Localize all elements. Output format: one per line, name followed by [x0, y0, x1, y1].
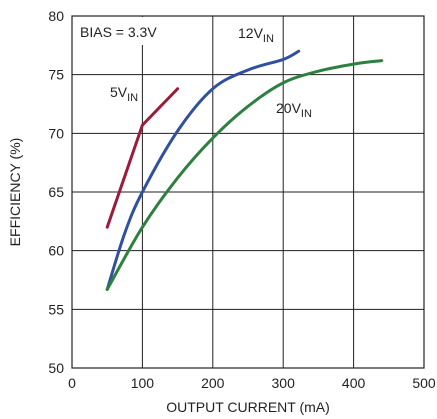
- x-tick-label: 500: [412, 375, 436, 391]
- y-tick-label: 80: [48, 8, 64, 24]
- x-tick-label: 0: [68, 375, 76, 391]
- x-tick-label: 200: [201, 375, 225, 391]
- plot-frame: [71, 15, 425, 369]
- y-tick-label: 65: [48, 184, 64, 200]
- grid-layer: [72, 16, 424, 368]
- x-tick-label: 100: [131, 375, 155, 391]
- y-tick-label: 70: [48, 125, 64, 141]
- annotation-layer: BIAS = 3.3V 5VIN 12VIN 20VIN: [73, 17, 312, 120]
- y-tick-label: 50: [48, 360, 64, 376]
- series-label-12v: 12VIN: [238, 25, 274, 45]
- series-line-5v: [105, 87, 180, 229]
- series-layer: [105, 49, 384, 291]
- y-tick-label: 60: [48, 243, 64, 259]
- series-label-20v: 20VIN: [276, 100, 312, 120]
- x-tick-label: 400: [342, 375, 366, 391]
- series-line-12v: [105, 49, 301, 291]
- y-tick-label: 75: [48, 67, 64, 83]
- tick-label-layer: 0 100 200 300 400 500 50 55 60 65 70 75 80: [48, 8, 435, 391]
- series-label-5v: 5VIN: [110, 84, 138, 104]
- bias-annotation-box: [73, 17, 177, 45]
- series-line-20v: [105, 59, 384, 291]
- y-axis-title: EFFICIENCY (%): [7, 138, 23, 247]
- bias-annotation: BIAS = 3.3V: [80, 24, 157, 40]
- x-tick-label: 300: [272, 375, 296, 391]
- y-tick-label: 55: [48, 301, 64, 317]
- x-axis-title: OUTPUT CURRENT (mA): [166, 399, 330, 415]
